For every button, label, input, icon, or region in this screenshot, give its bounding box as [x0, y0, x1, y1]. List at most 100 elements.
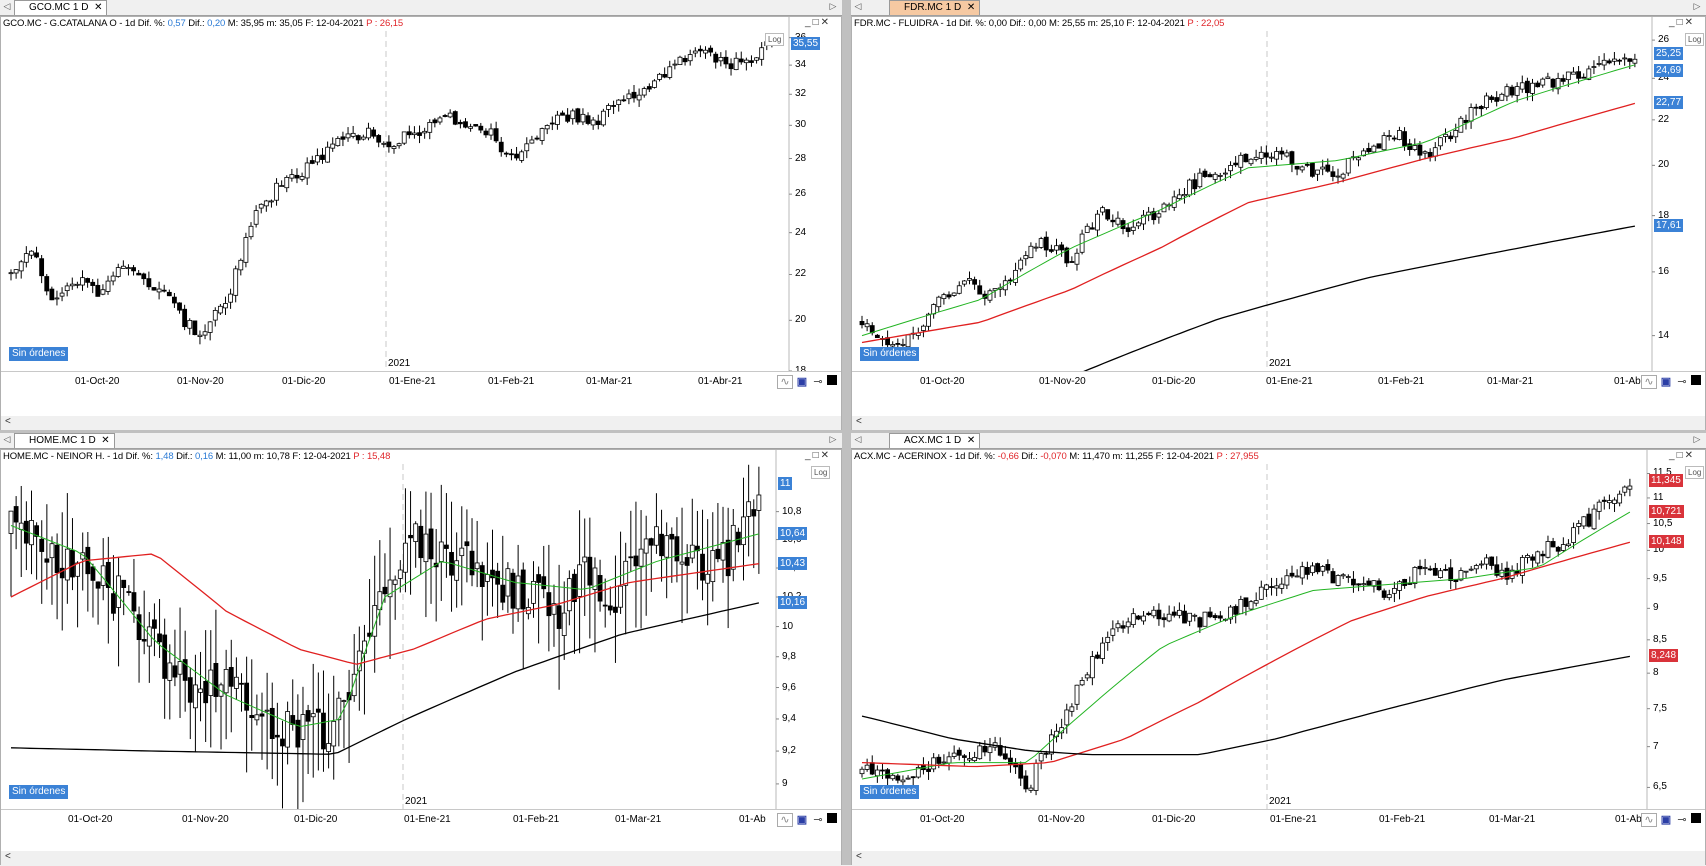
- candle: [1402, 578, 1408, 586]
- pin-icon[interactable]: ⊸: [1677, 814, 1687, 826]
- log-scale-toggle[interactable]: Log: [765, 33, 785, 46]
- wave-icon[interactable]: ∿: [1641, 813, 1657, 827]
- candle: [437, 117, 443, 123]
- log-scale-toggle[interactable]: Log: [811, 466, 831, 479]
- candle: [705, 573, 711, 584]
- horizontal-splitter[interactable]: [0, 430, 1706, 433]
- color-swatch[interactable]: [1691, 375, 1701, 385]
- minimize-icon[interactable]: _: [805, 450, 813, 461]
- horizontal-scrollbar[interactable]: <: [1, 851, 841, 866]
- candle: [636, 94, 642, 101]
- color-swatch[interactable]: [827, 375, 837, 385]
- candle: [1335, 175, 1341, 178]
- price-plot[interactable]: [852, 17, 1706, 371]
- tab-scroll-right-icon[interactable]: ▷: [1693, 1, 1701, 11]
- tab-scroll-right-icon[interactable]: ▷: [829, 1, 837, 11]
- horizontal-scrollbar[interactable]: <: [1, 416, 841, 431]
- pin-icon[interactable]: ⊸: [813, 814, 823, 826]
- wave-icon[interactable]: ∿: [777, 375, 793, 389]
- save-icon[interactable]: ▣: [1660, 814, 1672, 826]
- chart-area[interactable]: GCO.MC - G.CATALANA O - 1d Dif. %: 0,57 …: [0, 16, 843, 431]
- tab-close-icon[interactable]: ✕: [966, 435, 976, 446]
- chart-tab[interactable]: ACX.MC 1 D ✕: [889, 433, 981, 448]
- tab-scroll-left-icon[interactable]: ◁: [854, 1, 862, 11]
- chevron-left-icon[interactable]: <: [856, 851, 862, 862]
- candle: [95, 284, 101, 297]
- chart-pane: ◁ ACX.MC 1 D ✕ ▷ ACX.MC - ACERINOX - 1d …: [851, 433, 1706, 866]
- candle: [207, 321, 213, 333]
- candle: [280, 738, 285, 747]
- chevron-left-icon[interactable]: <: [856, 416, 862, 427]
- tab-scroll-left-icon[interactable]: ◁: [3, 1, 11, 11]
- maximize-icon[interactable]: □: [1676, 450, 1685, 461]
- candle: [59, 567, 65, 579]
- candle: [1274, 151, 1279, 160]
- close-icon[interactable]: ✕: [820, 450, 831, 461]
- price-badge: 10,64: [778, 526, 808, 540]
- horizontal-scrollbar[interactable]: <: [852, 851, 1705, 866]
- maximize-icon[interactable]: □: [812, 17, 821, 28]
- candle: [915, 767, 921, 778]
- price-plot[interactable]: [852, 450, 1706, 809]
- candle: [905, 334, 911, 348]
- save-icon[interactable]: ▣: [1660, 376, 1672, 388]
- tab-close-icon[interactable]: ✕: [94, 2, 103, 13]
- candle: [1468, 107, 1474, 122]
- chart-area[interactable]: HOME.MC - NEINOR H. - 1d Dif. %: 1,48 Di…: [0, 449, 843, 866]
- candle: [418, 525, 424, 559]
- candle: [151, 287, 157, 291]
- tab-scroll-right-icon[interactable]: ▷: [829, 434, 837, 444]
- candle: [1550, 78, 1556, 88]
- price-plot[interactable]: [1, 17, 843, 371]
- dif-pct-value: 0,00: [988, 18, 1007, 29]
- wave-icon[interactable]: ∿: [1641, 375, 1657, 389]
- tab-scroll-left-icon[interactable]: ◁: [854, 434, 862, 444]
- chevron-left-icon[interactable]: <: [5, 851, 11, 862]
- horizontal-scrollbar[interactable]: <: [852, 416, 1705, 431]
- maximize-icon[interactable]: □: [1676, 17, 1685, 28]
- candle: [679, 561, 685, 565]
- pin-icon[interactable]: ⊸: [1677, 376, 1687, 388]
- candle: [473, 124, 479, 127]
- log-scale-toggle[interactable]: Log: [1685, 33, 1705, 46]
- candle: [633, 555, 639, 567]
- chevron-left-icon[interactable]: <: [5, 416, 11, 427]
- wave-icon[interactable]: ∿: [777, 813, 793, 827]
- log-scale-toggle[interactable]: Log: [1685, 466, 1705, 479]
- candle: [1473, 565, 1479, 570]
- candle: [718, 57, 724, 62]
- color-swatch[interactable]: [827, 813, 837, 823]
- symbol-name: ACX.MC - ACERINOX - 1d: [854, 451, 966, 462]
- minimize-icon[interactable]: _: [1669, 17, 1677, 28]
- chart-area[interactable]: FDR.MC - FLUIDRA - 1d Dif. %: 0,00 Dif.:…: [851, 16, 1706, 431]
- close-icon[interactable]: ✕: [1684, 450, 1695, 461]
- maximize-icon[interactable]: □: [812, 450, 821, 461]
- minimize-icon[interactable]: _: [1669, 450, 1677, 461]
- candle: [710, 550, 716, 583]
- save-icon[interactable]: ▣: [796, 814, 808, 826]
- tab-scroll-right-icon[interactable]: ▷: [1693, 434, 1701, 444]
- candle: [1509, 86, 1515, 96]
- pin-icon[interactable]: ⊸: [813, 376, 823, 388]
- tab-scroll-left-icon[interactable]: ◁: [3, 434, 11, 444]
- candle: [587, 556, 593, 586]
- close-icon[interactable]: ✕: [820, 17, 831, 28]
- chart-area[interactable]: ACX.MC - ACERINOX - 1d Dif. %: -0,66 Dif…: [851, 449, 1706, 866]
- close-icon[interactable]: ✕: [1684, 17, 1695, 28]
- chart-tab[interactable]: FDR.MC 1 D ✕: [889, 0, 981, 15]
- candle: [1304, 567, 1310, 575]
- chart-tab[interactable]: GCO.MC 1 D ✕: [14, 0, 108, 15]
- y-tick-label: 34: [795, 59, 807, 71]
- tab-close-icon[interactable]: ✕: [101, 435, 110, 446]
- candle: [931, 757, 937, 770]
- candle: [1238, 599, 1244, 615]
- save-icon[interactable]: ▣: [796, 376, 808, 388]
- candle: [654, 526, 659, 546]
- minimize-icon[interactable]: _: [805, 17, 813, 28]
- candle: [1018, 763, 1024, 779]
- price-plot[interactable]: [1, 450, 843, 809]
- color-swatch[interactable]: [1691, 813, 1701, 823]
- chart-tab[interactable]: HOME.MC 1 D ✕: [14, 433, 115, 448]
- candle: [479, 565, 485, 588]
- tab-close-icon[interactable]: ✕: [966, 2, 976, 13]
